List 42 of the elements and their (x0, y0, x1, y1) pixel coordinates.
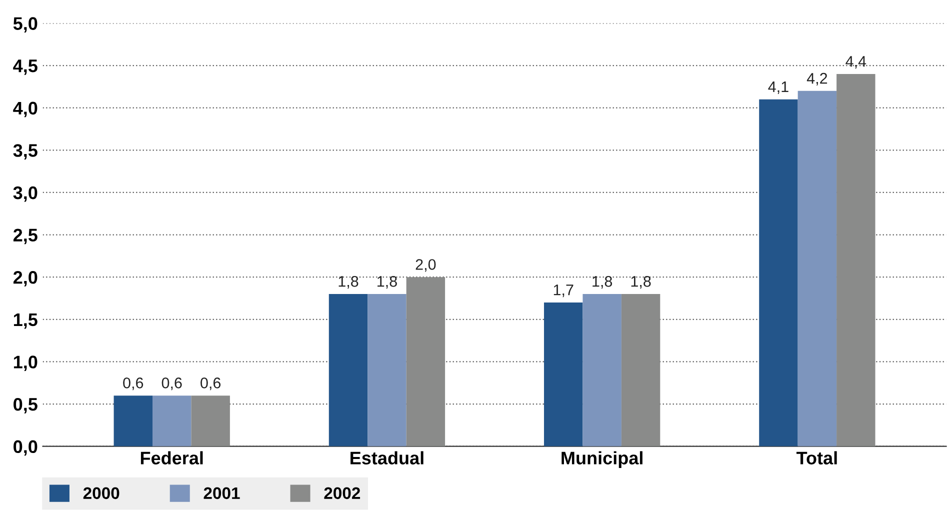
x-tick-label: Federal (140, 451, 203, 464)
y-tick-label: 3,5 (13, 144, 38, 160)
bar (152, 396, 192, 446)
y-tick-label: 2,0 (13, 271, 38, 286)
y-tick-label: 0,5 (14, 398, 38, 414)
x-tick-label: Estadual (350, 451, 424, 464)
bar (582, 294, 622, 446)
data-label: 0,6 (123, 378, 144, 390)
data-label: 4,1 (768, 82, 788, 94)
x-tick-label: Total (796, 451, 837, 464)
y-tick-label: 1,0 (14, 356, 38, 372)
data-label: 2,0 (416, 259, 436, 272)
bar (544, 302, 583, 446)
bar (621, 294, 660, 446)
bar (836, 74, 876, 446)
data-label: 1,8 (592, 276, 612, 289)
bar (798, 90, 837, 446)
y-tick-label: 4,5 (13, 60, 38, 75)
legend-label: 2002 (324, 487, 360, 500)
y-tick-label: 2,5 (13, 228, 38, 244)
legend-label: 2001 (204, 487, 240, 500)
y-tick-label: 4,0 (13, 102, 38, 118)
data-label: 1,8 (378, 276, 397, 289)
bar (191, 396, 230, 446)
y-tick-label: 0,0 (14, 440, 38, 456)
data-label: 1,7 (554, 284, 574, 298)
data-label: 1,8 (338, 276, 358, 289)
data-label: 4,2 (806, 72, 828, 86)
x-tick-label: Municipal (562, 451, 642, 468)
bar (328, 294, 368, 446)
data-label: 0,6 (162, 378, 182, 390)
bar (368, 294, 406, 446)
y-tick-label: 3,0 (13, 186, 38, 202)
y-tick-label: 1,5 (14, 314, 38, 329)
bar (759, 99, 798, 446)
y-tick-label: 5,0 (13, 17, 38, 33)
data-label: 0,6 (200, 378, 221, 390)
bar (406, 277, 446, 446)
data-label: 4,4 (846, 56, 866, 69)
bar (114, 396, 152, 446)
legend-label: 2000 (83, 487, 120, 500)
data-label: 1,8 (631, 276, 651, 289)
